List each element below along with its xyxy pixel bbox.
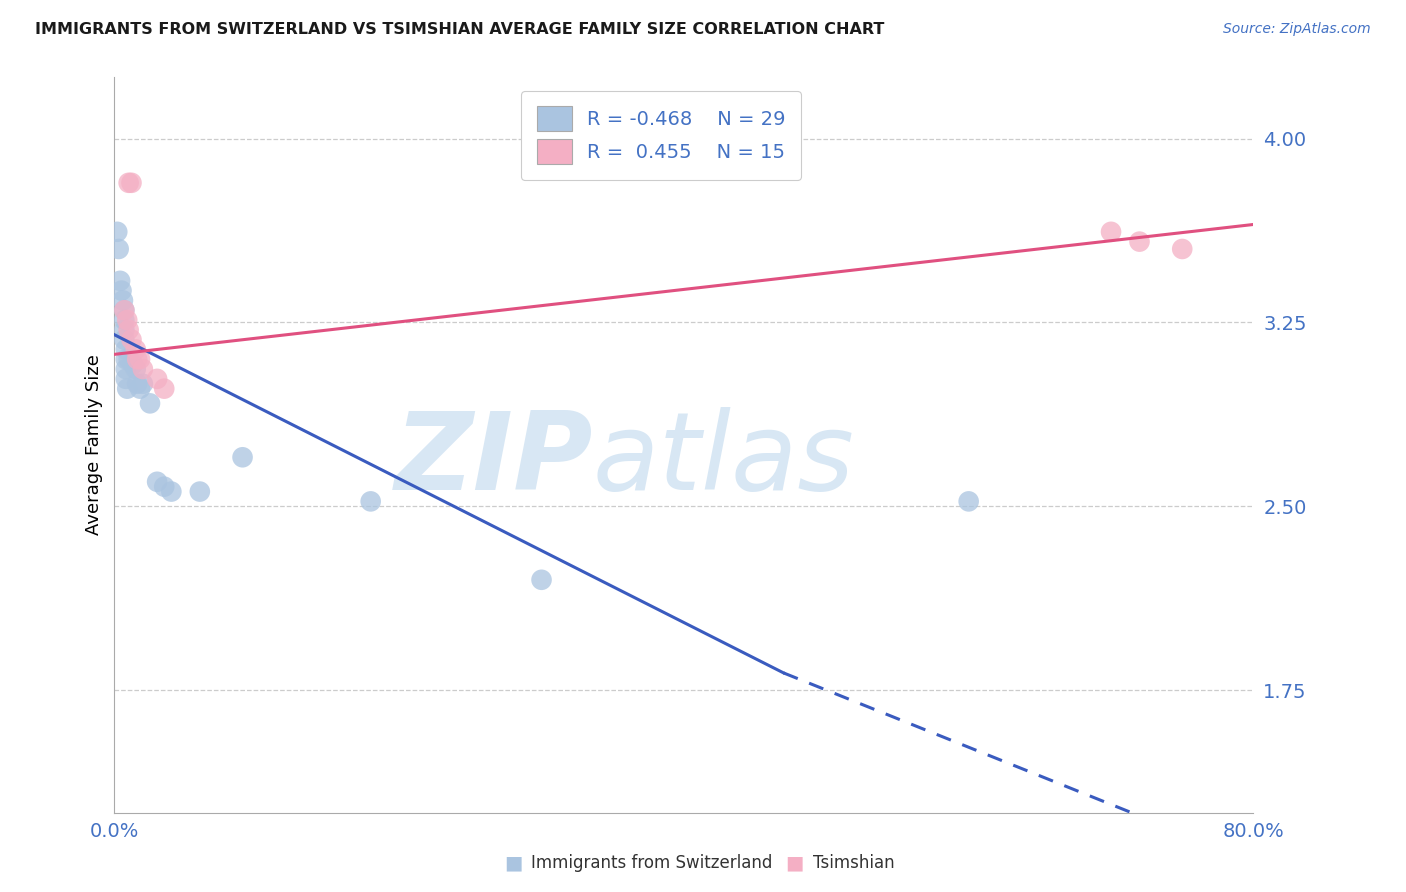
Point [112,333,135,347]
Point [114,372,136,386]
Point [117,323,139,337]
Point [127,352,149,367]
Point [153,480,176,494]
Point [146,475,169,489]
Point [111,293,134,308]
Point [117,176,139,190]
Point [160,484,183,499]
Text: ZIP: ZIP [395,407,593,513]
Text: atlas: atlas [593,408,855,512]
Point [107,242,129,256]
Point [232,450,254,465]
Point [129,352,152,367]
Text: Tsimshian: Tsimshian [813,855,894,872]
Text: Immigrants from Switzerland: Immigrants from Switzerland [531,855,773,872]
Point [112,303,135,318]
Point [530,573,553,587]
Point [121,333,143,347]
Point [957,494,980,508]
Text: IMMIGRANTS FROM SWITZERLAND VS TSIMSHIAN AVERAGE FAMILY SIZE CORRELATION CHART: IMMIGRANTS FROM SWITZERLAND VS TSIMSHIAN… [35,22,884,37]
Point [117,352,139,367]
Point [125,362,148,376]
Point [139,396,162,410]
Point [1171,242,1194,256]
Point [105,225,128,239]
Point [112,313,135,327]
Point [112,323,135,337]
Point [122,357,145,371]
Point [115,313,138,327]
Point [125,343,148,357]
Y-axis label: Average Family Size: Average Family Size [86,355,103,535]
Point [1128,235,1150,249]
Point [108,274,131,288]
Point [114,343,136,357]
Point [114,362,136,376]
Point [114,352,136,367]
Point [110,284,132,298]
Point [1099,225,1122,239]
Point [127,376,149,391]
Point [121,176,143,190]
Point [115,382,138,396]
Point [129,382,152,396]
Point [132,362,155,376]
Legend: R = -0.468    N = 29, R =  0.455    N = 15: R = -0.468 N = 29, R = 0.455 N = 15 [522,91,801,179]
Text: ■: ■ [785,854,804,872]
Point [153,382,176,396]
Point [132,376,155,391]
Point [188,484,211,499]
Point [360,494,382,508]
Point [112,303,135,318]
Text: ■: ■ [503,854,523,872]
Text: Source: ZipAtlas.com: Source: ZipAtlas.com [1223,22,1371,37]
Point [146,372,169,386]
